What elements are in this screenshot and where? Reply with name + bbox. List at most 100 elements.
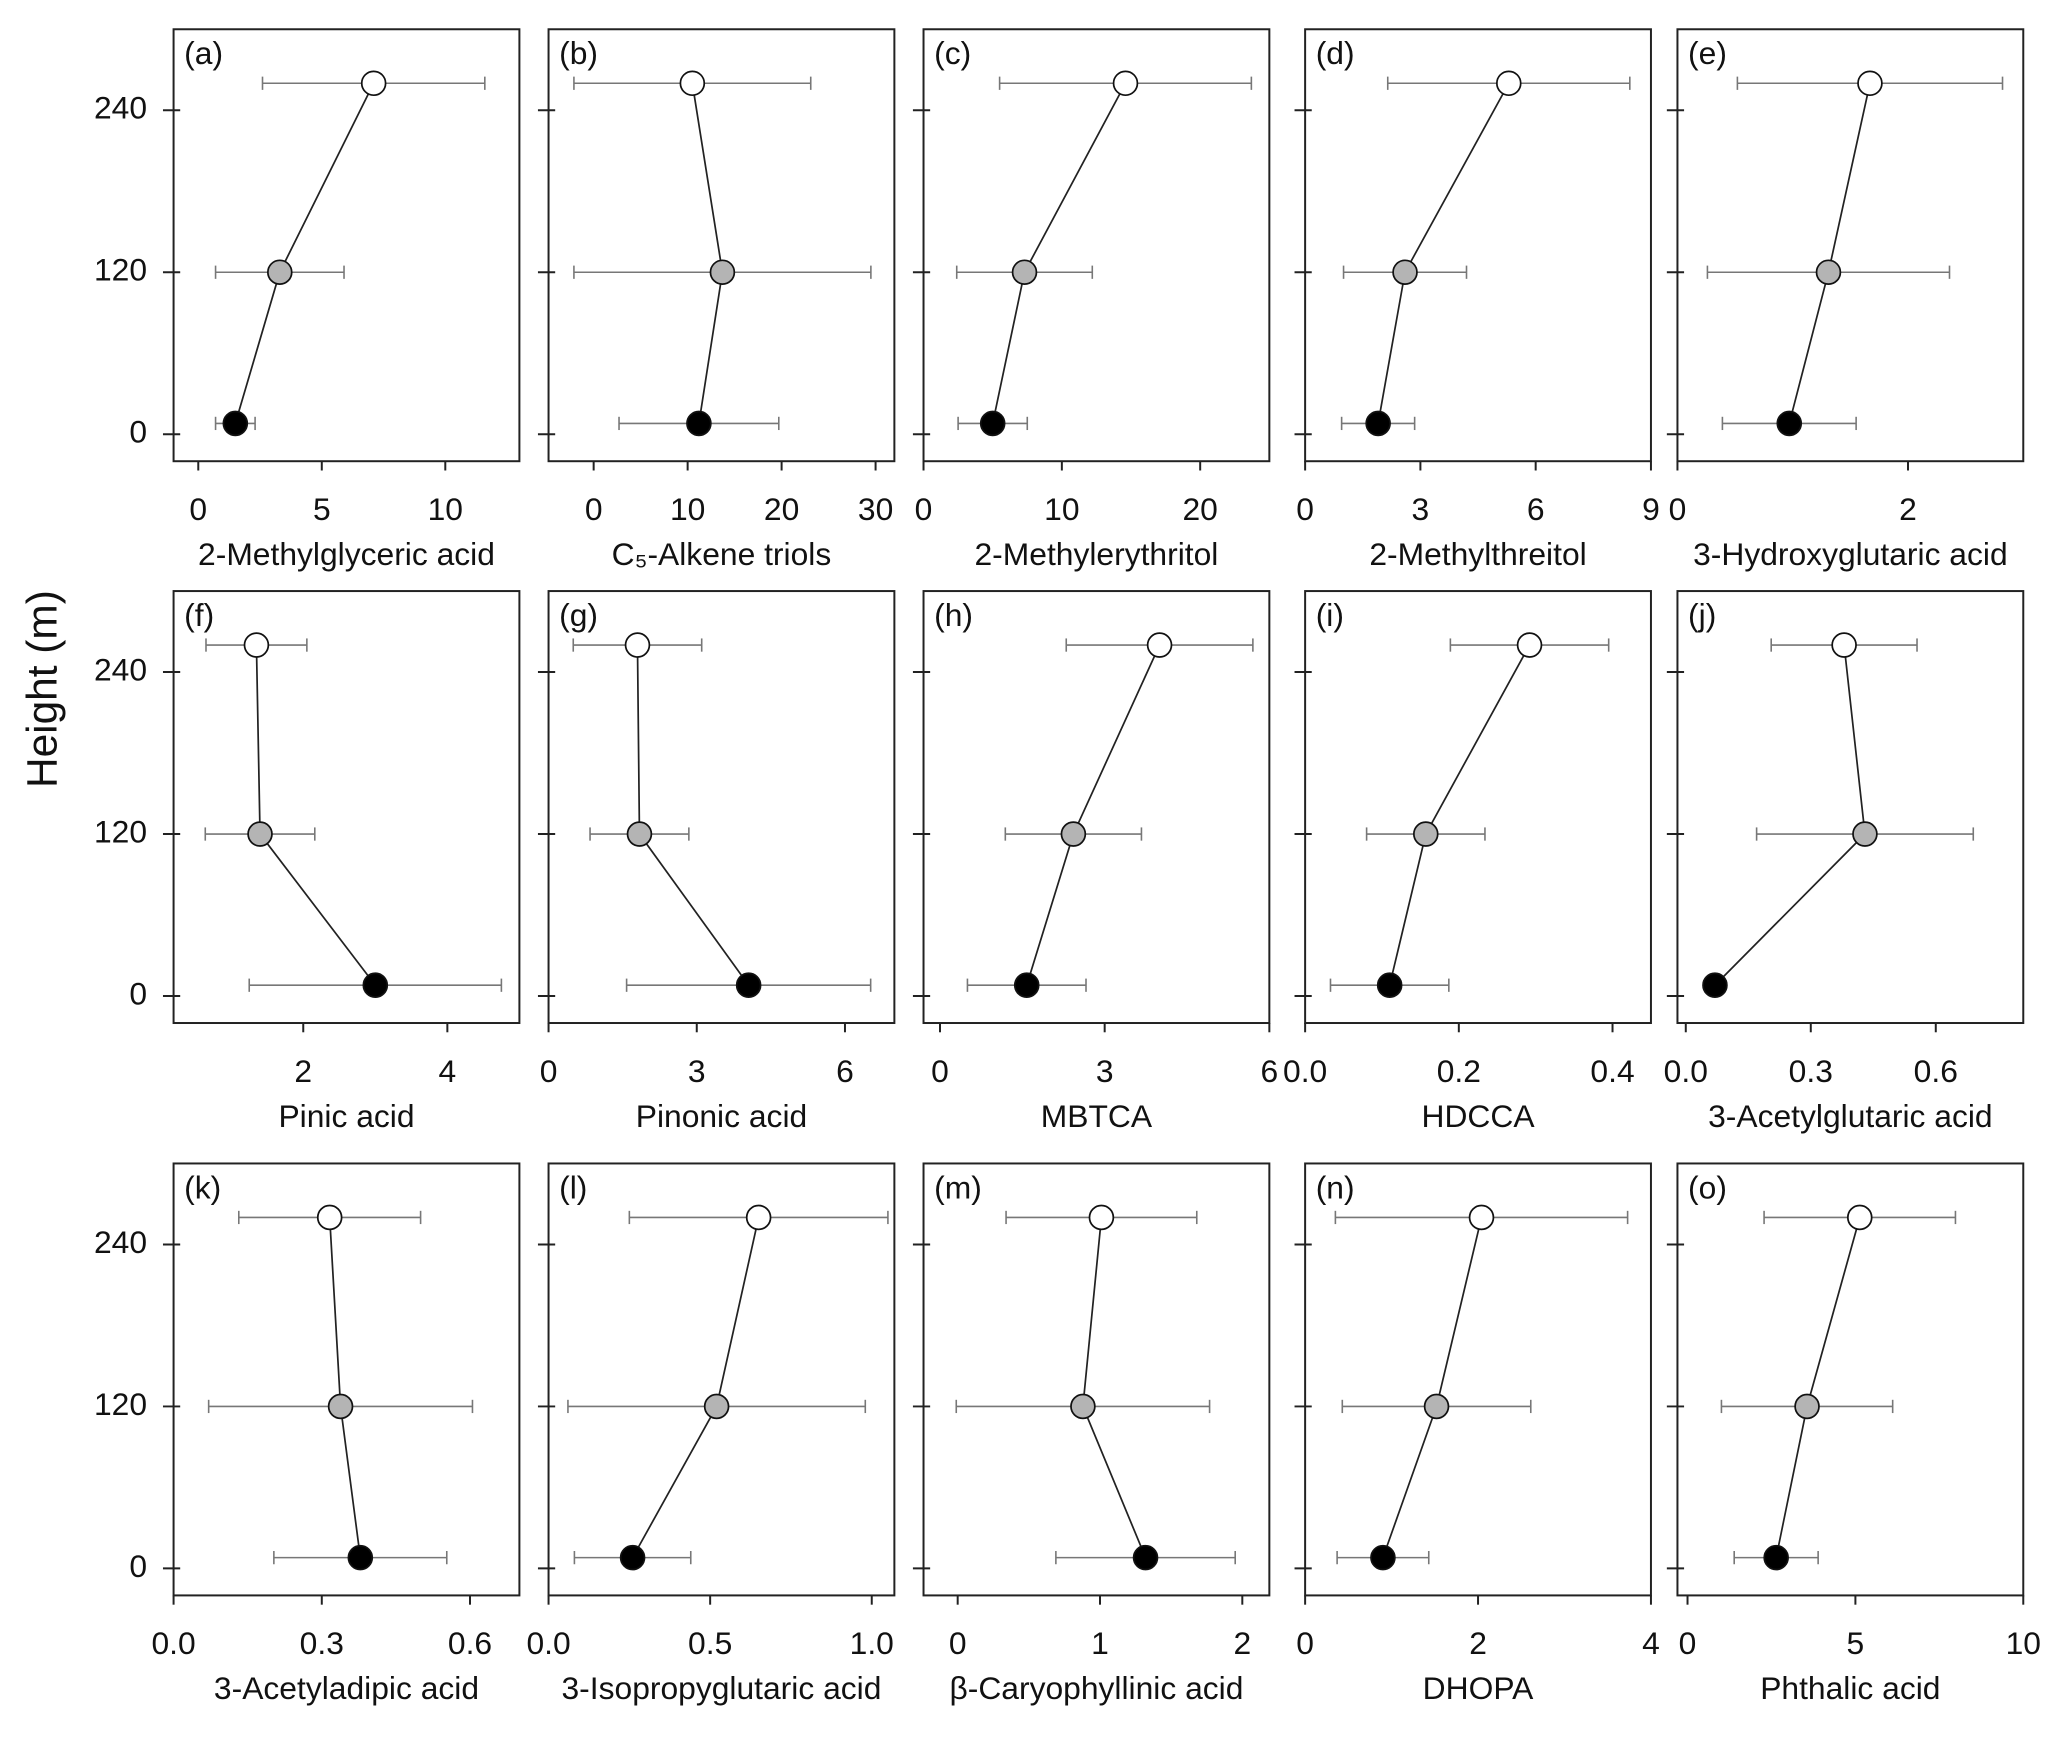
data-point [1370,1544,1396,1571]
data-point [1365,410,1391,437]
panel-frame [172,1162,521,1597]
data-point [1852,821,1878,847]
profile-line [234,82,375,424]
data-point [247,821,273,847]
y-tick-label: 0 [129,975,147,1011]
data-point [624,632,651,658]
panel-frame [172,590,521,1025]
profile-line [1082,1217,1147,1558]
panel-label: (m) [934,1169,982,1205]
data-point [1468,1204,1495,1231]
x-tick-label: 0 [949,1625,967,1661]
data-point [1857,70,1883,97]
profile-line [1025,644,1161,986]
x-axis-label: 2-Methylglyceric acid [198,536,495,572]
x-tick-label: 1 [1091,1625,1109,1661]
data-point [1013,972,1040,999]
x-tick-label: 10 [2006,1625,2041,1661]
x-axis-label: β-Caryophyllinic acid [949,1670,1243,1706]
panel-label: (a) [184,35,223,71]
x-tick-label: 20 [764,491,799,527]
data-point [1702,972,1728,999]
x-tick-label: 20 [1182,491,1217,527]
x-tick-label: 0.5 [688,1625,732,1661]
data-point [1011,259,1038,286]
data-point [679,70,706,97]
profile-line [1388,644,1531,986]
x-tick-label: 0.6 [448,1625,492,1661]
data-point [979,410,1006,437]
data-point [1132,1544,1159,1571]
profile-line [1788,83,1871,424]
data-point [1070,1393,1096,1420]
x-axis-label: Pinonic acid [636,1098,807,1134]
x-tick-label: 0.0 [526,1625,570,1661]
x-axis-label: Phthalic acid [1760,1670,1940,1706]
panel-label: (h) [934,597,973,633]
panel-label: (b) [559,35,598,71]
profile-line [1382,1217,1483,1558]
x-tick-label: 6 [836,1053,854,1089]
profile-line [1377,82,1510,424]
x-tick-label: 0.3 [300,1625,344,1661]
x-tick-label: 0.2 [1437,1053,1481,1089]
x-axis-label: Pinic acid [278,1098,414,1134]
x-tick-label: 0 [189,491,207,527]
data-point [686,410,712,437]
x-axis-label: 3-Acetylglutaric acid [1708,1098,1993,1134]
panel-frame [1676,1162,2025,1597]
panel-frame [1676,28,2025,463]
x-tick-label: 0 [585,491,603,527]
data-point [735,972,762,999]
panel-frame [547,1162,896,1597]
panel-label: (f) [184,597,214,633]
x-tick-label: 0.0 [151,1625,195,1661]
profile-line [255,645,376,986]
data-point [1412,821,1439,847]
x-tick-label: 0 [1679,1625,1697,1661]
y-tick-label: 240 [94,1224,147,1260]
y-tick-label: 120 [94,813,147,849]
data-point [362,972,389,999]
panel-frame [1676,590,2025,1025]
panel-label: (g) [559,597,598,633]
y-tick-label: 240 [94,651,147,687]
y-tick-label: 0 [129,414,147,450]
panel-frame [1304,590,1652,1025]
panel-frame [922,590,1271,1025]
x-axis-label: 2-Methylthreitol [1369,536,1586,572]
panel-label: (n) [1316,1169,1355,1205]
x-tick-label: 0.6 [1914,1053,1958,1089]
panel-label: (i) [1316,597,1344,633]
x-axis-label: 3-Acetyladipic acid [214,1670,479,1706]
x-tick-label: 0 [1669,491,1687,527]
x-tick-label: 4 [439,1053,457,1089]
panel-label: (c) [934,35,971,71]
profile-line [1714,644,1866,986]
data-point [1146,632,1173,658]
x-tick-label: 0 [915,491,933,527]
x-tick-label: 1.0 [850,1625,894,1661]
x-tick-label: 10 [1044,491,1079,527]
profile-line [1775,1217,1861,1558]
x-tick-label: 10 [428,491,463,527]
data-point [1831,632,1857,658]
panel-label: (j) [1688,597,1716,633]
x-tick-label: 9 [1642,491,1660,527]
y-tick-label: 0 [129,1548,147,1584]
profile-line [691,83,724,424]
data-point [1794,1393,1820,1420]
data-point [1763,1544,1789,1571]
x-tick-label: 5 [1847,1625,1865,1661]
y-tick-label: 120 [94,252,147,288]
profile-line [636,645,750,986]
x-tick-label: 2 [1233,1625,1251,1661]
panel-frame [922,28,1271,463]
profile-line [328,1217,362,1558]
data-point [1516,632,1543,658]
x-tick-label: 5 [313,491,331,527]
panel-frame [172,28,521,463]
data-point [1423,1393,1450,1420]
